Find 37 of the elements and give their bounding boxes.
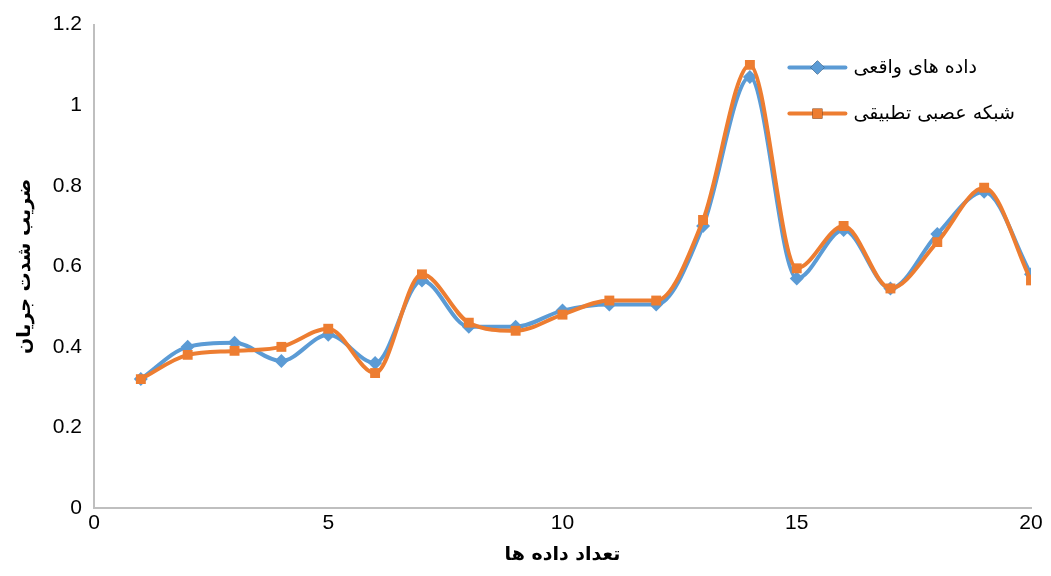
y-tick-label: 0.6 <box>52 253 82 277</box>
point <box>417 269 427 280</box>
y-tick-label: 0 <box>70 494 82 518</box>
point <box>370 368 381 378</box>
x-tick-label: 10 <box>550 510 575 534</box>
point <box>276 341 287 352</box>
point <box>229 345 240 356</box>
legend-label: داده های واقعی <box>853 54 977 78</box>
x-tick-label: 5 <box>322 510 335 534</box>
point <box>368 355 383 370</box>
y-tick-label: 1 <box>70 91 82 115</box>
x-axis-title: تعداد داده ها <box>504 541 621 564</box>
point <box>557 309 568 320</box>
point <box>838 221 849 231</box>
point <box>604 295 615 306</box>
y-tick-label: 0.4 <box>52 333 83 357</box>
point <box>463 317 474 328</box>
point <box>789 271 804 286</box>
point <box>698 215 708 225</box>
point <box>651 295 662 306</box>
y-axis-title: ضریب شدت جریان <box>12 178 36 355</box>
point <box>979 182 990 193</box>
x-tick-label: 20 <box>1019 510 1043 534</box>
point <box>182 349 193 360</box>
legend-label: شبکه عصبی تطبیقی <box>853 100 1016 123</box>
x-tick-label: 15 <box>785 510 809 534</box>
point <box>744 59 755 70</box>
point <box>791 263 802 274</box>
y-tick-label: 0.2 <box>52 414 82 438</box>
point <box>510 325 521 336</box>
point <box>274 353 289 368</box>
y-tick-label: 0.8 <box>52 172 82 196</box>
y-tick-label: 1.2 <box>52 11 82 35</box>
point <box>932 237 943 248</box>
point <box>742 69 757 84</box>
x-tick-label: 0 <box>88 510 100 534</box>
point <box>323 323 334 334</box>
